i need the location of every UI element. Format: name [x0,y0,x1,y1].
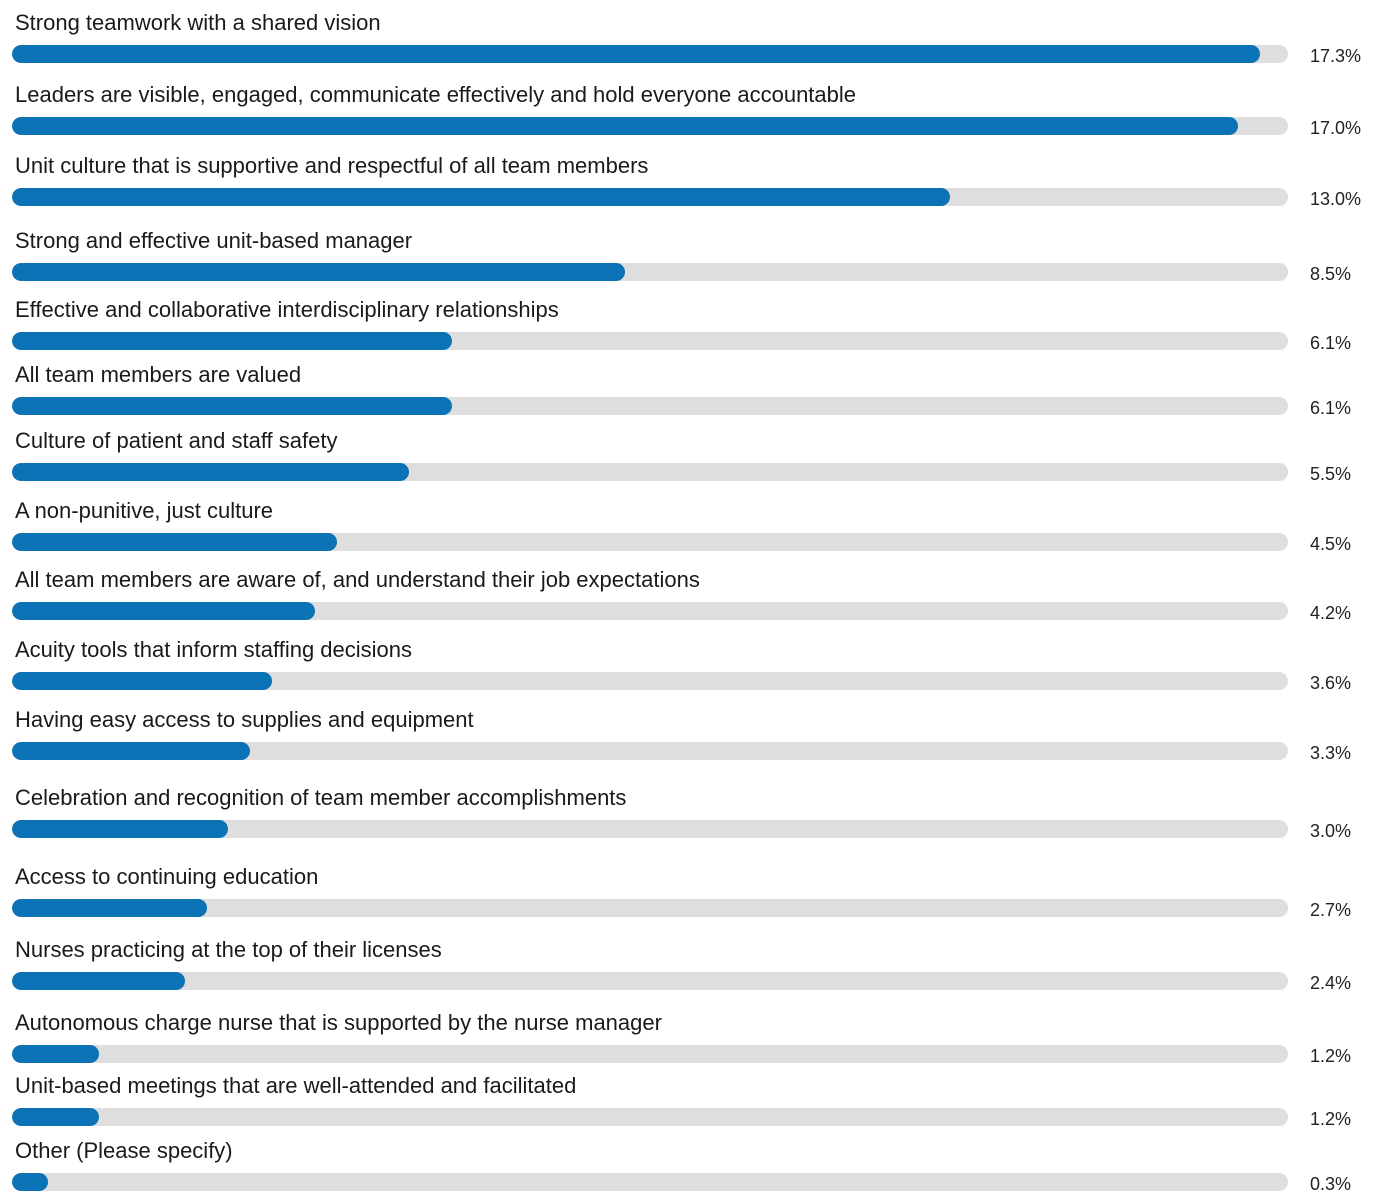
bar [12,533,337,551]
bar [12,397,452,415]
category-label: Strong and effective unit-based manager [15,228,413,253]
bar-row: Strong teamwork with a shared vision 17.3… [0,10,1384,70]
bar-row: Celebration and recognition of team memb… [0,785,1384,845]
bar [12,972,185,990]
category-label: A non-punitive, just culture [15,498,274,523]
category-label: Nurses practicing at the top of their li… [15,937,442,962]
bar-track [12,45,1288,63]
category-label: Celebration and recognition of team memb… [15,785,627,810]
value-label: 0.3% [1310,1174,1352,1194]
value-label: 6.1% [1310,333,1352,353]
bar-track [12,899,1288,917]
bar-track [12,263,1288,281]
bar-track [12,672,1288,690]
category-label: Autonomous charge nurse that is supporte… [15,1010,662,1035]
bar [12,45,1260,63]
bar-row: Autonomous charge nurse that is supporte… [0,1010,1384,1070]
bar-row: Strong and effective unit-based manager 8… [0,228,1384,288]
category-label: Effective and collaborative interdiscipl… [15,297,559,322]
value-label: 17.3% [1310,46,1362,66]
value-label: 6.1% [1310,398,1352,418]
bar-row: Leaders are visible, engaged, communicat… [0,82,1384,142]
bar-row: Other (Please specify) 0.3% [0,1138,1384,1198]
bar-row: Access to continuing education 2.7% [0,864,1384,924]
value-label: 2.7% [1310,900,1352,920]
value-label: 3.0% [1310,821,1352,841]
category-label: Strong teamwork with a shared vision [15,10,381,35]
bar-row: All team members are valued 6.1% [0,362,1384,422]
category-label: Other (Please specify) [15,1138,233,1163]
bar [12,602,315,620]
bar-track [12,533,1288,551]
category-label: Culture of patient and staff safety [15,428,338,453]
bar-track [12,188,1288,206]
bar-row: Effective and collaborative interdiscipl… [0,297,1384,357]
category-label: Access to continuing education [15,864,319,889]
value-label: 1.2% [1310,1046,1352,1066]
bar [12,332,452,350]
value-label: 17.0% [1310,118,1362,138]
bar [12,1045,99,1063]
bar-row: Acuity tools that inform staffing decisi… [0,637,1384,697]
bar-track [12,820,1288,838]
bar-row: Unit culture that is supportive and resp… [0,153,1384,213]
bar-track [12,463,1288,481]
bar [12,742,250,760]
bar-track [12,742,1288,760]
bar [12,1173,48,1191]
bar-track [12,1173,1288,1191]
bar-track [12,117,1288,135]
category-label: All team members are valued [15,362,302,387]
bar-row: A non-punitive, just culture 4.5% [0,498,1384,558]
bar-track [12,1045,1288,1063]
category-label: Leaders are visible, engaged, communicat… [15,82,857,107]
category-label: Having easy access to supplies and equip… [15,707,474,732]
category-label: Acuity tools that inform staffing decisi… [15,637,413,662]
bar [12,117,1238,135]
bar-row: Nurses practicing at the top of their li… [0,937,1384,997]
value-label: 4.2% [1310,603,1352,623]
value-label: 13.0% [1310,189,1362,209]
bar-track [12,972,1288,990]
bar-row: Culture of patient and staff safety 5.5% [0,428,1384,488]
bar [12,672,272,690]
bar-row: All team members are aware of, and under… [0,567,1384,627]
value-label: 5.5% [1310,464,1352,484]
value-label: 2.4% [1310,973,1352,993]
value-label: 3.6% [1310,673,1352,693]
bar-track [12,1108,1288,1126]
bar [12,188,950,206]
bar-track [12,397,1288,415]
bar-track [12,332,1288,350]
bar [12,899,207,917]
value-label: 8.5% [1310,264,1352,284]
value-label: 3.3% [1310,743,1352,763]
bar [12,463,409,481]
bar-row: Having easy access to supplies and equip… [0,707,1384,767]
category-label: Unit culture that is supportive and resp… [15,153,649,178]
category-label: Unit-based meetings that are well-attend… [15,1073,577,1098]
bar [12,263,625,281]
value-label: 1.2% [1310,1109,1352,1129]
value-label: 4.5% [1310,534,1352,554]
category-label: All team members are aware of, and under… [15,567,700,592]
bar [12,1108,99,1126]
bar [12,820,228,838]
bar-row: Unit-based meetings that are well-attend… [0,1073,1384,1133]
bar-track [12,602,1288,620]
